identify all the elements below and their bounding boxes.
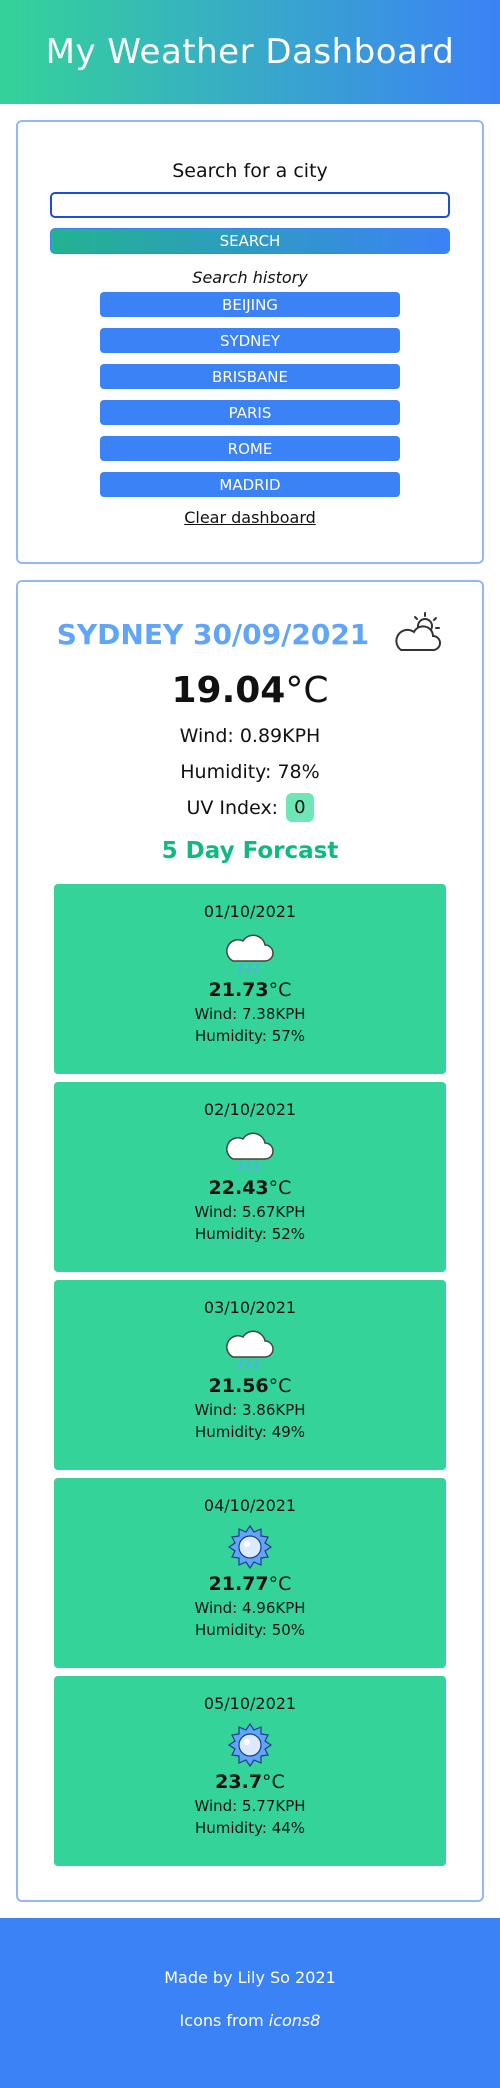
page-title: My Weather Dashboard	[45, 32, 455, 72]
forecast-humidity: Humidity: 52%	[194, 1225, 306, 1243]
page-footer: Made by Lily So 2021 Icons from icons8	[0, 1918, 500, 2088]
forecast-temp-value: 21.56	[208, 1375, 269, 1397]
forecast-card: 02/10/2021 22.43°C Wind: 5.67KPH Humidit…	[54, 1082, 446, 1272]
forecast-card: 01/10/2021 21.73°C Wind: 7.38KPH Humidit…	[54, 884, 446, 1074]
current-temperature: 19.04°C	[18, 670, 482, 711]
history-item-beijing[interactable]: BEIJING	[100, 292, 400, 317]
search-button[interactable]: SEARCH	[50, 228, 450, 254]
forecast-temp-unit: °C	[268, 1375, 292, 1397]
current-temp-unit: °C	[285, 670, 329, 711]
clear-dashboard-link[interactable]: Clear dashboard	[184, 508, 316, 527]
history-item-sydney[interactable]: SYDNEY	[100, 328, 400, 353]
uv-index-row: UV Index: 0	[18, 793, 482, 822]
history-item-brisbane[interactable]: BRISBANE	[100, 364, 400, 389]
history-item-madrid[interactable]: MADRID	[100, 472, 400, 497]
search-history-title: Search history	[192, 268, 308, 287]
forecast-temp-value: 21.77	[208, 1573, 269, 1595]
forecast-wind: Wind: 5.77KPH	[194, 1797, 306, 1815]
search-input[interactable]	[50, 192, 450, 218]
forecast-card: 04/10/2021 21.77°C Wind: 4.96KPH Humidit…	[54, 1478, 446, 1668]
current-weather-panel: SYDNEY 30/09/2021 19.04°C Wind: 0.89KPH …	[16, 580, 484, 1902]
rain-cloud-icon	[225, 1129, 275, 1173]
history-item-rome[interactable]: ROME	[100, 436, 400, 461]
forecast-temp-value: 22.43	[208, 1177, 269, 1199]
rain-cloud-icon	[225, 931, 275, 975]
forecast-temperature: 22.43°C	[54, 1177, 446, 1199]
search-title: Search for a city	[172, 160, 328, 182]
forecast-temp-value: 23.7	[215, 1771, 263, 1793]
forecast-temperature: 21.73°C	[54, 979, 446, 1001]
uv-index-badge: 0	[286, 793, 314, 822]
forecast-title: 5 Day Forcast	[161, 838, 339, 864]
forecast-date: 04/10/2021	[203, 1496, 297, 1515]
footer-icons-source: icons8	[268, 2011, 321, 2030]
sun-icon	[225, 1524, 275, 1570]
uv-index-label: UV Index:	[186, 796, 279, 819]
forecast-temp-unit: °C	[268, 1177, 292, 1199]
forecast-humidity: Humidity: 49%	[194, 1423, 306, 1441]
sun-icon	[225, 1722, 275, 1768]
rain-cloud-icon	[225, 1327, 275, 1371]
forecast-card: 05/10/2021 23.7°C Wind: 5.77KPH Humidity…	[54, 1676, 446, 1866]
forecast-wind: Wind: 4.96KPH	[194, 1599, 306, 1617]
forecast-date: 05/10/2021	[203, 1694, 297, 1713]
forecast-date: 02/10/2021	[203, 1100, 297, 1119]
history-item-paris[interactable]: PARIS	[100, 400, 400, 425]
forecast-date: 03/10/2021	[203, 1298, 297, 1317]
city-date-title: SYDNEY 30/09/2021	[56, 617, 370, 651]
forecast-temp-unit: °C	[262, 1771, 285, 1793]
forecast-temperature: 23.7°C	[54, 1771, 446, 1793]
current-wind: Wind: 0.89KPH	[179, 725, 321, 747]
forecast-temperature: 21.77°C	[54, 1573, 446, 1595]
forecast-temp-unit: °C	[268, 979, 292, 1001]
partly-cloudy-icon	[391, 610, 443, 658]
city-header: SYDNEY 30/09/2021	[18, 610, 482, 658]
forecast-humidity: Humidity: 50%	[194, 1621, 306, 1639]
forecast-date: 01/10/2021	[203, 902, 297, 921]
forecast-card: 03/10/2021 21.56°C Wind: 3.86KPH Humidit…	[54, 1280, 446, 1470]
footer-credit: Made by Lily So 2021	[164, 1968, 336, 1987]
page-header: My Weather Dashboard	[0, 0, 500, 104]
forecast-humidity: Humidity: 44%	[194, 1819, 306, 1837]
forecast-wind: Wind: 7.38KPH	[194, 1005, 306, 1023]
search-panel: Search for a city SEARCH Search history …	[16, 120, 484, 564]
forecast-temp-value: 21.73	[208, 979, 269, 1001]
current-temp-value: 19.04	[171, 670, 286, 711]
forecast-wind: Wind: 5.67KPH	[194, 1203, 306, 1221]
forecast-humidity: Humidity: 57%	[194, 1027, 306, 1045]
current-humidity: Humidity: 78%	[180, 761, 320, 783]
forecast-temp-unit: °C	[268, 1573, 292, 1595]
forecast-temperature: 21.56°C	[54, 1375, 446, 1397]
forecast-wind: Wind: 3.86KPH	[194, 1401, 306, 1419]
footer-icons-prefix: Icons from	[179, 2011, 264, 2030]
footer-icons-credit: Icons from icons8	[0, 2011, 500, 2030]
